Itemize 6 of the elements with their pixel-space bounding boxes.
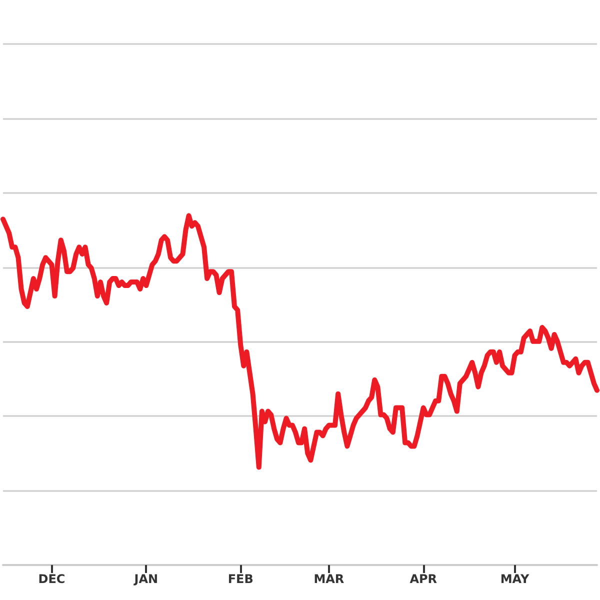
x-tick-label: MAR [314, 572, 344, 586]
x-tick-label: JAN [133, 572, 158, 586]
x-tick-label: APR [410, 572, 438, 586]
x-tick-label: FEB [228, 572, 254, 586]
x-tick-label: MAY [500, 572, 530, 586]
x-tick-label: DEC [38, 572, 66, 586]
